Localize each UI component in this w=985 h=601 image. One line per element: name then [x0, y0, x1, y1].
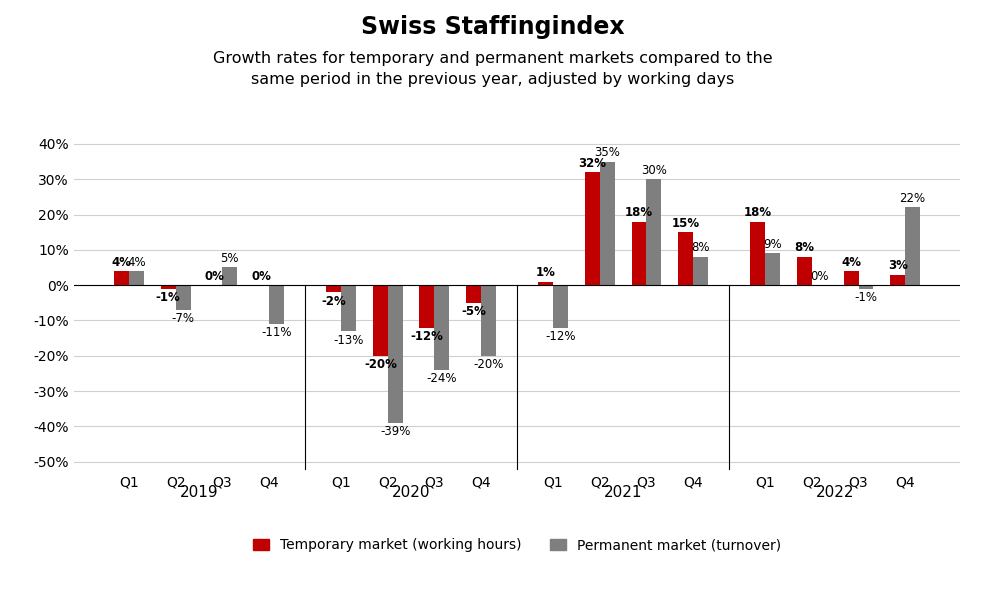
Bar: [175, 285, 191, 310]
Text: 0%: 0%: [810, 270, 828, 282]
Text: 2019: 2019: [179, 484, 219, 499]
Bar: [797, 257, 812, 285]
Text: 32%: 32%: [578, 157, 607, 169]
Text: -39%: -39%: [380, 426, 411, 438]
Bar: [843, 271, 859, 285]
Bar: [751, 222, 765, 285]
Bar: [114, 271, 129, 285]
Text: -24%: -24%: [427, 373, 457, 385]
Text: 4%: 4%: [111, 255, 132, 269]
Text: 9%: 9%: [763, 238, 782, 251]
Text: 4%: 4%: [841, 255, 861, 269]
Bar: [341, 285, 357, 331]
Text: 0%: 0%: [205, 270, 225, 282]
Text: -20%: -20%: [363, 358, 397, 371]
Text: -12%: -12%: [411, 330, 443, 343]
Bar: [631, 222, 646, 285]
Bar: [678, 232, 693, 285]
Bar: [373, 285, 388, 356]
Text: 15%: 15%: [672, 217, 699, 230]
Bar: [646, 179, 661, 285]
Text: -7%: -7%: [171, 313, 195, 325]
Bar: [765, 254, 780, 285]
Text: 3%: 3%: [887, 259, 907, 272]
Bar: [554, 285, 568, 328]
Text: -13%: -13%: [334, 334, 363, 347]
Bar: [434, 285, 449, 370]
Text: -1%: -1%: [156, 291, 180, 304]
Text: -20%: -20%: [473, 358, 503, 371]
Text: 30%: 30%: [641, 163, 667, 177]
Bar: [585, 172, 600, 285]
Bar: [481, 285, 495, 356]
Text: 8%: 8%: [795, 242, 815, 254]
Text: -2%: -2%: [321, 294, 346, 308]
Bar: [539, 282, 554, 285]
Text: -1%: -1%: [855, 291, 878, 304]
Text: 18%: 18%: [744, 206, 772, 219]
Text: 5%: 5%: [221, 252, 239, 265]
Text: 4%: 4%: [127, 255, 146, 269]
Text: 8%: 8%: [691, 242, 710, 254]
Text: 35%: 35%: [594, 146, 621, 159]
Text: 22%: 22%: [899, 192, 926, 205]
Text: Growth rates for temporary and permanent markets compared to the
same period in : Growth rates for temporary and permanent…: [213, 51, 772, 87]
Legend: Temporary market (working hours), Permanent market (turnover): Temporary market (working hours), Perman…: [247, 532, 787, 558]
Text: -11%: -11%: [261, 326, 292, 340]
Bar: [905, 207, 920, 285]
Bar: [326, 285, 341, 292]
Bar: [420, 285, 434, 328]
Bar: [466, 285, 481, 303]
Text: -5%: -5%: [461, 305, 486, 319]
Text: 2021: 2021: [604, 484, 642, 499]
Text: 18%: 18%: [624, 206, 653, 219]
Text: Swiss Staffingindex: Swiss Staffingindex: [361, 15, 624, 39]
Bar: [600, 162, 615, 285]
Text: 2022: 2022: [816, 484, 855, 499]
Bar: [388, 285, 403, 423]
Bar: [161, 285, 175, 288]
Text: 1%: 1%: [536, 266, 556, 279]
Bar: [269, 285, 284, 324]
Bar: [693, 257, 708, 285]
Bar: [129, 271, 144, 285]
Text: -12%: -12%: [546, 330, 576, 343]
Bar: [890, 275, 905, 285]
Text: 0%: 0%: [251, 270, 272, 282]
Text: 2020: 2020: [392, 484, 430, 499]
Bar: [223, 267, 237, 285]
Bar: [859, 285, 874, 288]
